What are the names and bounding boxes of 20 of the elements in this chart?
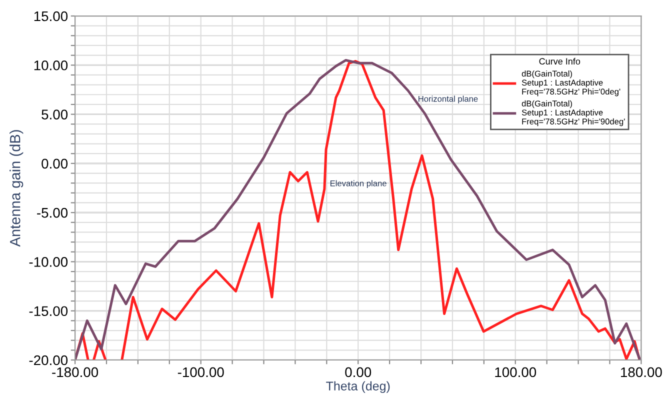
y-tick-label: 0.00: [42, 158, 68, 169]
y-tick-label: -10.00: [29, 257, 68, 267]
x-tick-label: -180.00: [52, 367, 98, 378]
legend-label: dB(GainTotal) Setup1 : LastAdaptive Freq='78.5GHz' Phi='90deg': [522, 100, 625, 126]
legend-title: Curve Info: [539, 58, 580, 65]
annotation: Elevation plane: [330, 180, 386, 188]
legend-label: dB(GainTotal) Setup1 : LastAdaptive Freq='78.5GHz' Phi='0deg': [522, 70, 620, 96]
y-axis-title: Antenna gain (dB): [10, 130, 24, 247]
y-tick-label: 10.00: [34, 60, 68, 70]
y-tick-label: 5.00: [42, 110, 68, 120]
y-tick-label: -15.00: [29, 306, 68, 316]
x-tick-label: 180.00: [621, 367, 662, 378]
x-tick-label: 100.00: [495, 367, 536, 378]
annotation: Horizontal plane: [418, 96, 478, 104]
y-tick-label: 15.00: [34, 11, 68, 22]
x-axis-title: Theta (deg): [326, 381, 390, 393]
y-tick-label: -20.00: [29, 355, 68, 366]
x-tick-label: 0.00: [345, 367, 372, 378]
y-tick-label: -5.00: [37, 208, 68, 218]
x-tick-label: -100.00: [178, 367, 224, 378]
